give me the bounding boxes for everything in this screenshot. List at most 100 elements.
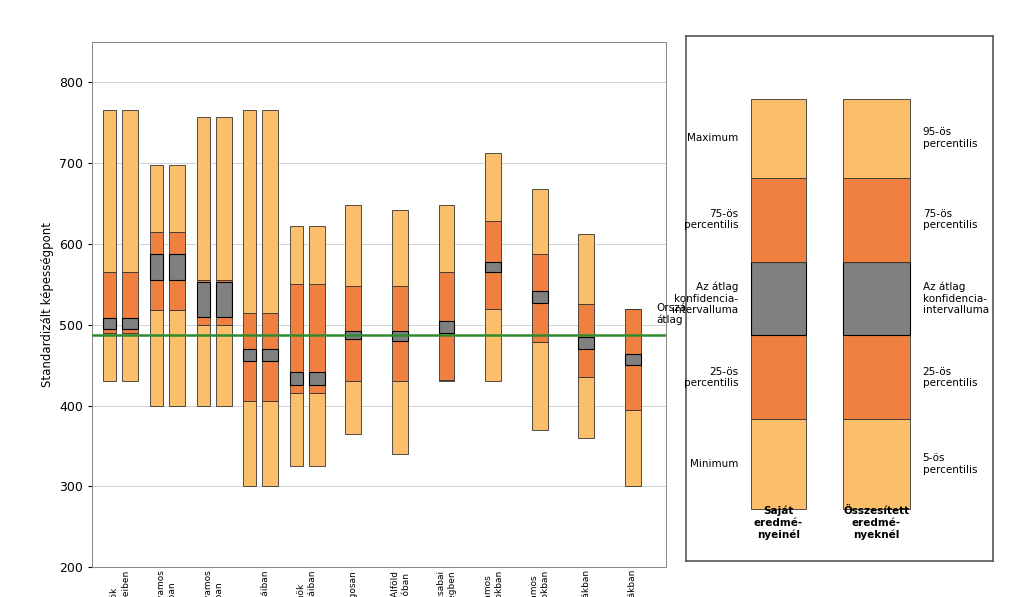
Bar — [579, 337, 594, 349]
Text: Összesített
eredmé-
nyeknél: Összesített eredmé- nyeknél — [844, 506, 909, 540]
Bar — [150, 280, 163, 310]
Bar — [262, 313, 279, 349]
Bar — [531, 254, 548, 291]
Bar — [345, 205, 361, 286]
Bar — [150, 165, 163, 232]
Bar — [103, 318, 117, 329]
Bar — [290, 284, 303, 371]
Bar — [123, 318, 138, 329]
Text: Országos
átlag: Országos átlag — [656, 303, 705, 325]
Bar — [485, 261, 501, 272]
Bar — [103, 272, 117, 318]
Bar — [345, 381, 361, 434]
Bar — [150, 254, 163, 280]
Bar — [392, 341, 408, 381]
Bar — [751, 99, 806, 178]
Bar — [309, 385, 325, 393]
Bar — [309, 393, 325, 466]
Bar — [262, 349, 279, 361]
Bar — [197, 325, 210, 405]
Text: 95-ös
percentilis: 95-ös percentilis — [923, 128, 977, 149]
Bar — [169, 280, 185, 310]
Bar — [843, 99, 910, 178]
Bar — [751, 261, 806, 336]
Text: 25-ös
percentilis: 25-ös percentilis — [684, 367, 738, 388]
Text: Minimum: Minimum — [690, 459, 738, 469]
Bar — [843, 336, 910, 419]
Text: 75-ös
percentilis: 75-ös percentilis — [923, 209, 977, 230]
Bar — [438, 333, 455, 380]
Bar — [579, 234, 594, 304]
Bar — [843, 178, 910, 261]
Bar — [531, 291, 548, 303]
Bar — [197, 282, 210, 316]
Bar — [309, 371, 325, 385]
Bar — [751, 419, 806, 509]
Bar — [103, 333, 117, 381]
Text: 25-ös
percentilis: 25-ös percentilis — [923, 367, 977, 388]
Bar — [169, 310, 185, 405]
Bar — [103, 110, 117, 272]
Bar — [262, 361, 279, 401]
Bar — [309, 284, 325, 371]
Bar — [197, 117, 210, 280]
Bar — [345, 331, 361, 339]
Bar — [216, 280, 231, 282]
Bar — [103, 329, 117, 333]
Bar — [438, 321, 455, 333]
Bar — [345, 339, 361, 381]
Bar — [625, 365, 641, 410]
Bar — [579, 304, 594, 337]
Bar — [485, 309, 501, 381]
Bar — [392, 381, 408, 454]
Bar — [123, 333, 138, 381]
Bar — [843, 419, 910, 509]
Bar — [244, 313, 256, 349]
Text: 5-ös
percentilis: 5-ös percentilis — [923, 453, 977, 475]
Bar — [262, 401, 279, 487]
Bar — [244, 361, 256, 401]
Bar — [123, 110, 138, 272]
Bar — [843, 261, 910, 336]
Bar — [216, 282, 231, 316]
Bar — [169, 165, 185, 232]
Bar — [290, 393, 303, 466]
Bar — [169, 232, 185, 254]
Bar — [216, 117, 231, 280]
Bar — [345, 286, 361, 331]
Bar — [244, 349, 256, 361]
Y-axis label: Standardizált képességpont: Standardizált képességpont — [41, 222, 53, 387]
Bar — [438, 272, 455, 321]
Bar — [150, 310, 163, 405]
Bar — [625, 354, 641, 365]
Bar — [244, 401, 256, 487]
Bar — [485, 221, 501, 261]
Bar — [751, 336, 806, 419]
Bar — [150, 232, 163, 254]
Bar — [169, 254, 185, 280]
Text: Az átlag
konfidencia-
intervalluma: Az átlag konfidencia- intervalluma — [923, 282, 989, 315]
Bar — [123, 329, 138, 333]
Bar — [197, 316, 210, 325]
Bar — [197, 280, 210, 282]
Bar — [216, 316, 231, 325]
Bar — [123, 272, 138, 318]
Bar — [531, 343, 548, 430]
Bar — [751, 178, 806, 261]
Bar — [290, 385, 303, 393]
Bar — [290, 371, 303, 385]
Text: Az átlag
konfidencia-
intervalluma: Az átlag konfidencia- intervalluma — [672, 282, 738, 315]
Bar — [485, 153, 501, 221]
Bar — [625, 410, 641, 487]
Bar — [392, 331, 408, 341]
Bar — [579, 349, 594, 377]
Bar — [216, 325, 231, 405]
Bar — [625, 309, 641, 354]
Bar — [531, 189, 548, 254]
Text: Maximum: Maximum — [687, 133, 738, 143]
Bar — [392, 210, 408, 286]
Text: Saját
eredmé-
nyeinél: Saját eredmé- nyeinél — [754, 506, 803, 540]
Bar — [309, 226, 325, 284]
Bar — [262, 110, 279, 313]
Bar — [438, 205, 455, 272]
